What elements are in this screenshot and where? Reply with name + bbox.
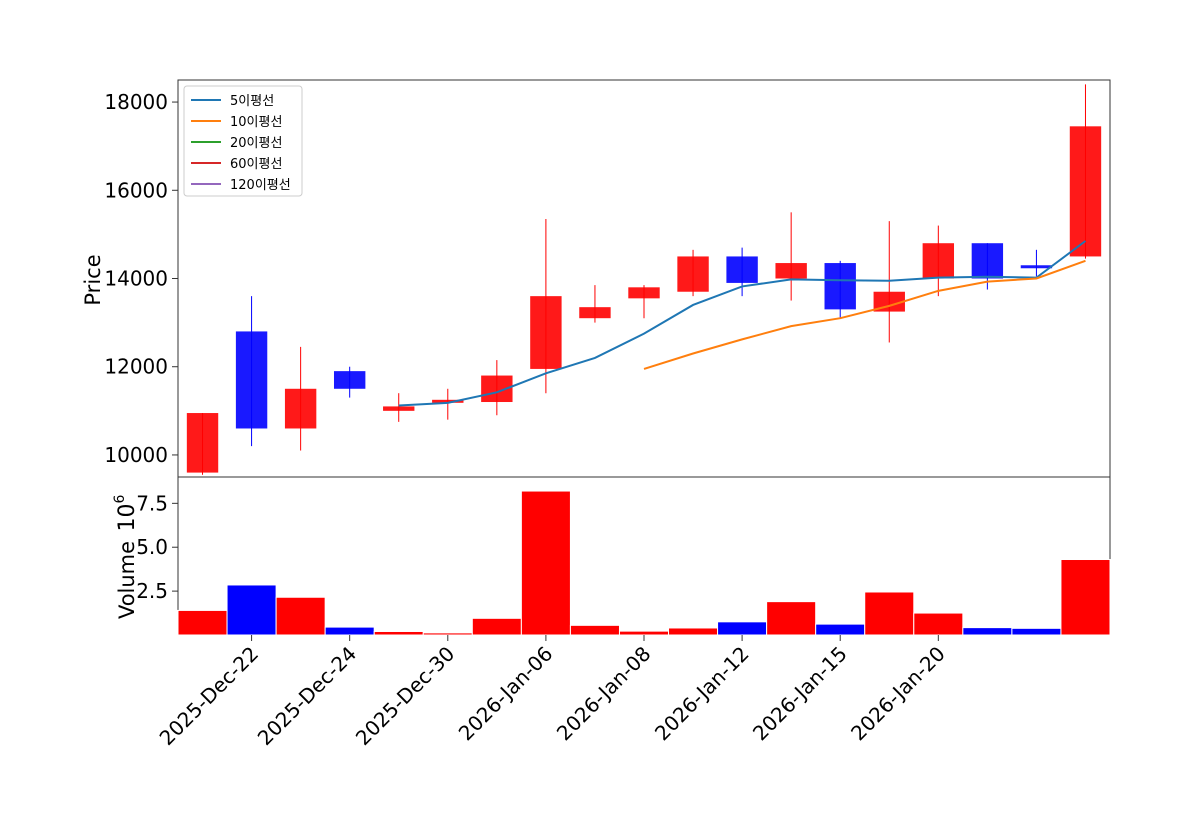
candle-body bbox=[432, 399, 464, 403]
price-y-tick-label: 18000 bbox=[104, 90, 168, 114]
x-tick-label: 2026-Jan-08 bbox=[552, 642, 656, 746]
volume-bar bbox=[717, 621, 768, 636]
candle-body bbox=[726, 256, 758, 283]
price-y-tick-label: 12000 bbox=[104, 355, 168, 379]
x-tick-label: 2025-Dec-30 bbox=[351, 642, 460, 751]
x-tick-label: 2026-Jan-20 bbox=[846, 642, 950, 746]
ma5-line bbox=[398, 240, 1087, 407]
volume-panel: 2.5 5.0 7.5 Volume 106 bbox=[112, 476, 1111, 636]
price-y-tick-label: 10000 bbox=[104, 443, 168, 467]
volume-bar bbox=[226, 584, 277, 636]
volume-bar bbox=[422, 632, 473, 636]
candle-body bbox=[1069, 126, 1102, 257]
x-tick-label: 2025-Dec-22 bbox=[155, 642, 264, 751]
volume-bar bbox=[962, 627, 1013, 636]
volume-bar bbox=[864, 591, 915, 636]
volume-axis-title: Volume bbox=[115, 541, 139, 619]
candle-body bbox=[530, 296, 562, 369]
volume-bar bbox=[324, 626, 375, 636]
legend-entry-label: 20이평선 bbox=[230, 136, 282, 151]
price-axis-title: Price bbox=[81, 254, 105, 305]
legend: 5이평선 10이평선 20이평선 60이평선 120이평선 bbox=[183, 85, 303, 197]
candle-body bbox=[333, 371, 366, 389]
volume-y-tick-label: 5.0 bbox=[136, 535, 168, 559]
x-tick-label: 2026-Jan-15 bbox=[748, 642, 852, 746]
x-axis: 2025-Dec-222025-Dec-242025-Dec-302026-Ja… bbox=[155, 635, 950, 750]
volume-bar bbox=[569, 624, 620, 636]
candle-body bbox=[873, 291, 905, 312]
volume-bar bbox=[373, 630, 424, 636]
candle-body bbox=[186, 413, 219, 473]
price-y-tick-label: 16000 bbox=[104, 178, 168, 202]
volume-bar bbox=[913, 612, 964, 636]
volume-scale-exponent: 6 bbox=[112, 494, 128, 503]
legend-entry-label: 5이평선 bbox=[230, 94, 274, 109]
candlesticks bbox=[186, 84, 1102, 475]
candle-body bbox=[383, 406, 415, 411]
volume-y-tick-label: 7.5 bbox=[136, 491, 168, 515]
candle-body bbox=[775, 263, 807, 279]
volume-bars bbox=[177, 490, 1111, 636]
volume-y-tick-label: 2.5 bbox=[136, 579, 168, 603]
legend-entry-label: 60이평선 bbox=[230, 157, 282, 172]
x-tick-label: 2026-Jan-06 bbox=[454, 642, 558, 746]
candle-body bbox=[628, 287, 660, 299]
price-y-tick-label: 14000 bbox=[104, 267, 168, 291]
volume-bar bbox=[177, 609, 228, 636]
candle-body bbox=[677, 256, 709, 292]
candle-body bbox=[284, 388, 317, 429]
candle-body bbox=[1020, 265, 1053, 269]
candle-body bbox=[579, 307, 611, 319]
volume-scale-base: 10 bbox=[115, 503, 140, 531]
candle-body bbox=[824, 263, 856, 310]
candle-body bbox=[235, 331, 268, 429]
legend-entry-label: 120이평선 bbox=[230, 178, 291, 193]
price-panel: 10000 12000 14000 16000 18000 Price 5이평선 10이평… bbox=[81, 79, 1111, 478]
volume-bar bbox=[618, 630, 670, 636]
volume-bar bbox=[520, 490, 571, 636]
volume-bar bbox=[1060, 559, 1111, 636]
x-tick-label: 2026-Jan-12 bbox=[650, 642, 754, 746]
candle-body bbox=[922, 243, 955, 279]
volume-bar bbox=[668, 627, 719, 636]
volume-bar bbox=[275, 596, 326, 636]
price-plot-area bbox=[177, 79, 1111, 478]
volume-bar bbox=[766, 601, 817, 636]
x-tick-label: 2025-Dec-24 bbox=[253, 642, 362, 751]
volume-scale-label: 106 bbox=[112, 494, 140, 531]
price-y-axis: 10000 12000 14000 16000 18000 bbox=[104, 90, 178, 467]
volume-bar bbox=[1011, 627, 1062, 636]
volume-bar bbox=[815, 623, 866, 636]
ma10-line bbox=[643, 259, 1086, 370]
candle-body bbox=[971, 243, 1004, 279]
volume-bar bbox=[471, 617, 522, 636]
legend-box bbox=[183, 85, 303, 197]
moving-averages bbox=[398, 240, 1087, 407]
legend-entry-label: 10이평선 bbox=[230, 115, 282, 130]
volume-y-axis: 2.5 5.0 7.5 bbox=[136, 491, 178, 603]
